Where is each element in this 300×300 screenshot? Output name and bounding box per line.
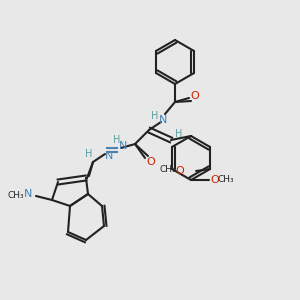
Text: O: O xyxy=(176,166,184,176)
Text: O: O xyxy=(147,157,155,167)
Text: CH₃: CH₃ xyxy=(160,164,176,173)
Text: CH₃: CH₃ xyxy=(218,176,234,184)
Text: N: N xyxy=(119,141,127,151)
Text: O: O xyxy=(190,91,200,101)
Text: H: H xyxy=(113,135,121,145)
Text: CH₃: CH₃ xyxy=(8,191,24,200)
Text: N: N xyxy=(159,115,167,125)
Text: O: O xyxy=(211,175,219,185)
Text: N: N xyxy=(105,151,113,161)
Text: H: H xyxy=(151,111,159,121)
Text: N: N xyxy=(24,189,32,199)
Text: H: H xyxy=(85,149,93,159)
Text: H: H xyxy=(175,129,183,139)
